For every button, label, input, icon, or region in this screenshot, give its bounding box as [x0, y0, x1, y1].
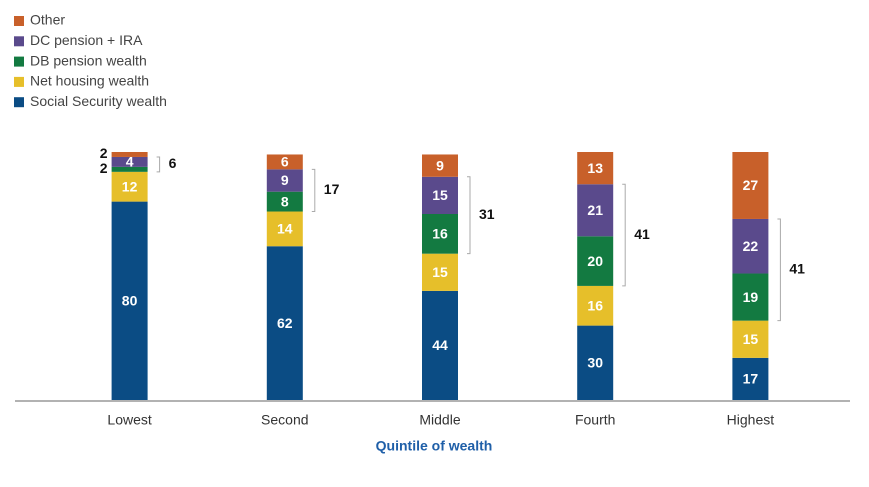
data-label: 4 [126, 154, 134, 170]
bar-segment [111, 156, 148, 167]
bar-segment [266, 211, 303, 247]
data-label: 30 [587, 355, 603, 371]
data-label: 6 [281, 154, 289, 170]
bar-segment [422, 176, 458, 214]
legend-label: Social Security wealth [30, 93, 167, 109]
bar-segment [111, 171, 148, 202]
bar-segment [732, 273, 769, 321]
legend-swatch [14, 16, 24, 26]
bracket-label: 17 [324, 181, 340, 197]
data-label: 13 [587, 160, 603, 176]
bar-segment [577, 236, 614, 286]
x-tick-label: Highest [727, 412, 775, 428]
data-label: 20 [587, 253, 603, 269]
legend-swatch [14, 76, 24, 87]
bar-segment [732, 152, 769, 219]
data-label: 15 [743, 331, 759, 347]
data-label: 19 [743, 289, 759, 305]
data-label: 16 [432, 226, 448, 242]
legend-swatch [14, 97, 24, 108]
data-label: 27 [743, 177, 759, 193]
bar-segment [732, 357, 769, 400]
legend-swatch [14, 56, 24, 67]
bracket [467, 176, 471, 255]
data-label: 2 [100, 160, 108, 176]
data-label: 8 [281, 193, 289, 209]
bar-segment [422, 290, 458, 400]
bracket [622, 183, 626, 287]
bracket-label: 41 [634, 226, 650, 242]
bracket [156, 156, 161, 173]
data-label: 80 [122, 293, 138, 309]
data-label: 44 [432, 337, 448, 353]
data-label: 2 [100, 145, 108, 161]
data-label: 21 [587, 202, 603, 218]
legend-label: Net housing wealth [30, 73, 149, 89]
data-label: 9 [436, 157, 444, 173]
bar-segment [266, 169, 303, 192]
bracket [777, 218, 781, 322]
bar-segment [266, 154, 303, 170]
data-label: 17 [743, 371, 759, 387]
bar-segment [111, 166, 148, 172]
bar-segment [732, 218, 769, 274]
bar-segment [266, 191, 303, 212]
bracket [311, 168, 316, 213]
bar-segment [422, 154, 458, 177]
x-tick-label: Lowest [107, 412, 151, 428]
data-label: 9 [281, 172, 289, 188]
x-tick-label: Fourth [575, 412, 615, 428]
x-axis-title: Quintile of wealth [376, 438, 493, 454]
bar-segment [111, 152, 148, 157]
legend-label: DB pension wealth [30, 52, 147, 68]
bar-segment [266, 246, 303, 400]
bar-segment [577, 152, 614, 185]
data-label: 62 [277, 315, 293, 331]
bar-segment [577, 325, 614, 400]
data-label: 14 [277, 221, 293, 237]
bar-segment [732, 320, 769, 358]
bar-segment [422, 214, 458, 254]
bar-segment [577, 285, 614, 326]
data-label: 15 [432, 187, 448, 203]
legend-label: Other [30, 12, 65, 28]
bracket-label: 41 [789, 261, 805, 277]
bar-segment [111, 201, 148, 400]
bar-segment [422, 253, 458, 291]
legend-label: DC pension + IRA [30, 32, 143, 48]
data-label: 22 [743, 238, 759, 254]
bar-segment [577, 184, 614, 237]
data-label: 16 [587, 297, 603, 313]
legend-swatch [14, 36, 24, 47]
x-tick-label: Middle [419, 412, 460, 428]
data-label: 12 [122, 178, 138, 194]
data-label: 15 [432, 264, 448, 280]
bracket-label: 6 [169, 155, 177, 171]
x-tick-label: Second [261, 412, 308, 428]
bracket-label: 31 [479, 206, 495, 222]
